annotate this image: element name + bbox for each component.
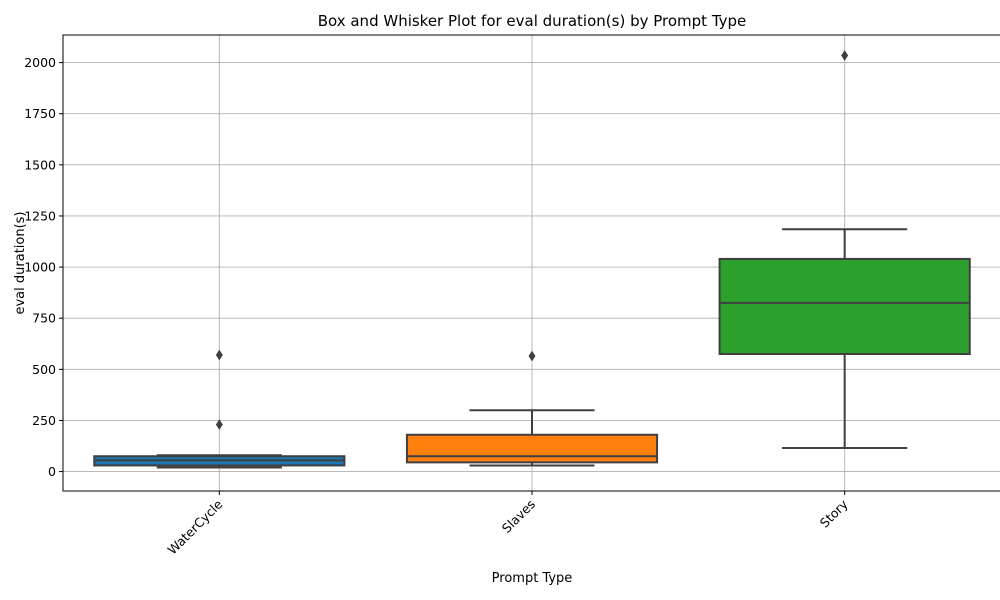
- x-tick-label: Story: [817, 496, 851, 530]
- outlier-point: [215, 349, 223, 361]
- y-tick-label: 500: [32, 362, 56, 377]
- x-tick-label: WaterCycle: [165, 496, 226, 557]
- box-group: [405, 350, 659, 467]
- y-tick-label: 1000: [24, 260, 56, 275]
- iqr-box: [718, 257, 971, 355]
- y-tick-label: 750: [32, 311, 56, 326]
- box-group: [93, 349, 346, 469]
- outlier-point: [528, 350, 536, 362]
- x-tick-label: Slaves: [499, 497, 538, 536]
- y-ticks: 0 250 500 750 1000 1250 1500 1750 2000: [24, 55, 63, 479]
- x-ticks: WaterCycle Slaves Story: [165, 491, 851, 557]
- outlier-point: [215, 419, 223, 431]
- y-tick-label: 0: [48, 464, 56, 479]
- chart-title: Box and Whisker Plot for eval duration(s…: [318, 12, 747, 30]
- boxes: [93, 49, 971, 469]
- y-tick-label: 250: [32, 413, 56, 428]
- outlier-point: [841, 49, 849, 61]
- y-tick-label: 1250: [24, 208, 56, 223]
- y-tick-label: 1750: [24, 106, 56, 121]
- y-tick-label: 1500: [24, 157, 56, 172]
- iqr-box: [405, 433, 659, 464]
- x-axis-label: Prompt Type: [492, 571, 573, 586]
- y-axis-label: eval duration(s): [13, 211, 28, 314]
- y-tick-label: 2000: [24, 55, 56, 70]
- box-group: [718, 49, 971, 450]
